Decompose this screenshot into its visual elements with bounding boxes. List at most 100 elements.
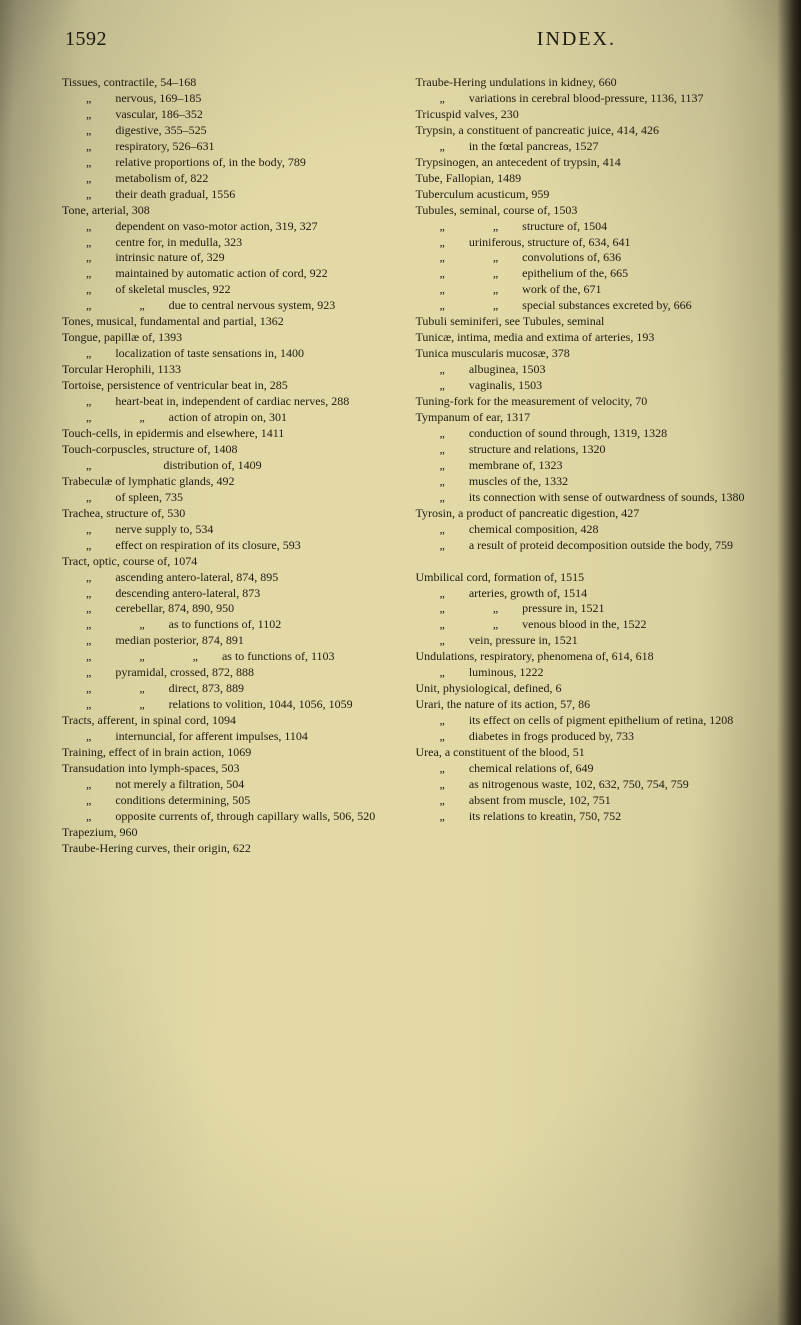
index-entry: Tube, Fallopian, 1489 [416,171,752,187]
index-entry: „ median posterior, 874, 891 [62,633,398,649]
index-entry: „ conditions determining, 505 [62,793,398,809]
index-entry: „ conduction of sound through, 1319, 132… [416,426,752,442]
index-entry: „ digestive, 355–525 [62,123,398,139]
index-entry: „ dependent on vaso-motor action, 319, 3… [62,219,398,235]
index-entry: Tunicæ, intima, media and extima of arte… [416,330,752,346]
index-entry: „ arteries, growth of, 1514 [416,586,752,602]
index-entry: Tuning-fork for the measurement of veloc… [416,394,752,410]
index-entry: Tone, arterial, 308 [62,203,398,219]
index-entry: „ chemical composition, 428 [416,522,752,538]
index-entry: „ cerebellar, 874, 890, 950 [62,601,398,617]
index-entry: „ variations in cerebral blood-pressure,… [416,91,752,107]
index-entry: Traube-Hering curves, their origin, 622 [62,841,398,857]
index-entry: Tunica muscularis mucosæ, 378 [416,346,752,362]
index-entry: Trapezium, 960 [62,825,398,841]
index-entry: „ luminous, 1222 [416,665,752,681]
index-entry: „ pyramidal, crossed, 872, 888 [62,665,398,681]
index-entry: Unit, physiological, defined, 6 [416,681,752,697]
index-entry: „ respiratory, 526–631 [62,139,398,155]
index-columns: Tissues, contractile, 54–168 „ nervous, … [62,75,751,1295]
index-entry: „ „ relations to volition, 1044, 1056, 1… [62,697,398,713]
index-entry: Tricuspid valves, 230 [416,107,752,123]
index-entry: „ „ action of atropin on, 301 [62,410,398,426]
index-entry: Tract, optic, course of, 1074 [62,554,398,570]
index-entry: „ diabetes in frogs produced by, 733 [416,729,752,745]
index-entry: Torcular Herophili, 1133 [62,362,398,378]
index-entry: „ uriniferous, structure of, 634, 641 [416,235,752,251]
index-column-left: Tissues, contractile, 54–168 „ nervous, … [62,75,398,1295]
index-entry: Undulations, respiratory, phenomena of, … [416,649,752,665]
index-entry: „ absent from muscle, 102, 751 [416,793,752,809]
index-entry: „ centre for, in medulla, 323 [62,235,398,251]
index-entry: „ maintained by automatic action of cord… [62,266,398,282]
index-entry: „ „ structure of, 1504 [416,219,752,235]
index-entry: Tuberculum acusticum, 959 [416,187,752,203]
index-entry: Trypsinogen, an antecedent of trypsin, 4… [416,155,752,171]
index-entry: Umbilical cord, formation of, 1515 [416,570,752,586]
index-entry: Tissues, contractile, 54–168 [62,75,398,91]
index-entry: „ „ work of the, 671 [416,282,752,298]
index-entry: „ vascular, 186–352 [62,107,398,123]
index-entry: Tones, musical, fundamental and partial,… [62,314,398,330]
index-entry: Trachea, structure of, 530 [62,506,398,522]
index-entry: „ a result of proteid decomposition outs… [416,538,752,554]
index-entry: „ vaginalis, 1503 [416,378,752,394]
index-entry: „ „ as to functions of, 1102 [62,617,398,633]
index-entry: „ of skeletal muscles, 922 [62,282,398,298]
index-entry: „ relative proportions of, in the body, … [62,155,398,171]
index-entry: Training, effect of in brain action, 106… [62,745,398,761]
index-entry: „ „ „ as to functions of, 1103 [62,649,398,665]
index-column-right: Traube-Hering undulations in kidney, 660… [416,75,752,1295]
index-entry: Tubules, seminal, course of, 1503 [416,203,752,219]
index-entry: „ structure and relations, 1320 [416,442,752,458]
index-entry: „ not merely a filtration, 504 [62,777,398,793]
index-entry: Tortoise, persistence of ventricular bea… [62,378,398,394]
index-entry: „ „ venous blood in the, 1522 [416,617,752,633]
index-entry: „ its effect on cells of pigment epithel… [416,713,752,729]
index-entry: „ opposite currents of, through capillar… [62,809,398,825]
index-entry: „ localization of taste sensations in, 1… [62,346,398,362]
page-title: INDEX. [537,28,616,51]
index-entry: „ internuncial, for afferent impulses, 1… [62,729,398,745]
index-entry: „ ascending antero-lateral, 874, 895 [62,570,398,586]
index-entry: „ membrane of, 1323 [416,458,752,474]
index-entry: „ nerve supply to, 534 [62,522,398,538]
index-entry: Tracts, afferent, in spinal cord, 1094 [62,713,398,729]
index-entry: Traube-Hering undulations in kidney, 660 [416,75,752,91]
index-entry: „ its relations to kreatin, 750, 752 [416,809,752,825]
index-entry: „ its connection with sense of outwardne… [416,490,752,506]
index-entry: „ „ direct, 873, 889 [62,681,398,697]
index-entry: Tongue, papillæ of, 1393 [62,330,398,346]
page-header: 1592 INDEX. [65,28,736,51]
index-entry: Trabeculæ of lymphatic glands, 492 [62,474,398,490]
index-entry: „ heart-beat in, independent of cardiac … [62,394,398,410]
index-entry: Trypsin, a constituent of pancreatic jui… [416,123,752,139]
index-entry: „ chemical relations of, 649 [416,761,752,777]
index-entry [416,554,752,570]
index-entry: Tubuli seminiferi, see Tubules, seminal [416,314,752,330]
index-entry: „ effect on respiration of its closure, … [62,538,398,554]
index-entry: „ in the fœtal pancreas, 1527 [416,139,752,155]
index-entry: „ muscles of the, 1332 [416,474,752,490]
binding-edge-shadow [777,0,801,1325]
index-entry: Touch-cells, in epidermis and elsewhere,… [62,426,398,442]
index-entry: „ „ pressure in, 1521 [416,601,752,617]
page-number: 1592 [65,28,107,51]
index-entry: „ descending antero-lateral, 873 [62,586,398,602]
index-entry: Transudation into lymph-spaces, 503 [62,761,398,777]
index-entry: „ as nitrogenous waste, 102, 632, 750, 7… [416,777,752,793]
index-entry: „ „ convolutions of, 636 [416,250,752,266]
index-entry: „ distribution of, 1409 [62,458,398,474]
index-entry: „ intrinsic nature of, 329 [62,250,398,266]
index-entry: „ albuginea, 1503 [416,362,752,378]
index-entry: „ „ epithelium of the, 665 [416,266,752,282]
index-entry: „ vein, pressure in, 1521 [416,633,752,649]
index-entry: Urari, the nature of its action, 57, 86 [416,697,752,713]
index-entry: Touch-corpuscles, structure of, 1408 [62,442,398,458]
index-entry: „ „ due to central nervous system, 923 [62,298,398,314]
index-entry: Tympanum of ear, 1317 [416,410,752,426]
index-entry: Tyrosin, a product of pancreatic digesti… [416,506,752,522]
index-entry: „ of spleen, 735 [62,490,398,506]
index-entry: „ nervous, 169–185 [62,91,398,107]
index-entry: „ metabolism of, 822 [62,171,398,187]
